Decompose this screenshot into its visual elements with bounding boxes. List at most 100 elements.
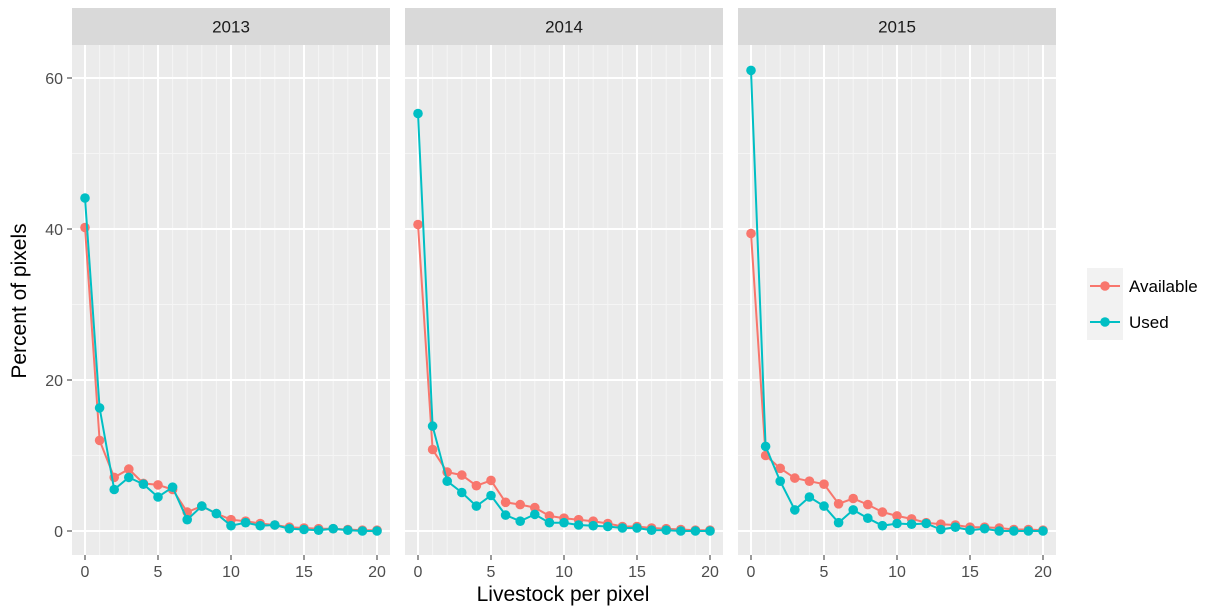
data-point-used (255, 520, 265, 531)
panels-layer: 2013 2014 2015 (72, 8, 1056, 555)
legend-item-used: Used (1087, 304, 1169, 340)
data-point-available (892, 511, 902, 521)
data-point-used (646, 525, 657, 535)
data-point-used (877, 520, 888, 531)
data-point-used (80, 193, 90, 203)
panel-2013: 2013 (72, 8, 390, 555)
data-point-used (705, 526, 715, 536)
data-point-used (804, 492, 815, 502)
x-tick-label: 5 (820, 564, 829, 581)
data-point-used (138, 479, 149, 490)
data-point-available (153, 480, 163, 490)
data-point-used (182, 514, 192, 525)
data-point-available (746, 228, 756, 239)
data-point-used (892, 518, 902, 529)
x-axis-title: Livestock per pixel (477, 583, 650, 606)
data-point-used (328, 523, 339, 534)
data-point-available (457, 470, 467, 480)
data-point-used (270, 520, 280, 530)
x-tick-label: 10 (222, 564, 240, 581)
data-point-used (413, 108, 423, 119)
panel-2014: 2014 (405, 8, 723, 555)
legend-key-point (1100, 281, 1110, 291)
data-point-used (515, 516, 525, 526)
data-point-used (632, 523, 642, 533)
legend-key-point (1100, 317, 1110, 327)
y-axis-title: Percent of pixels (8, 223, 31, 378)
data-point-available (790, 473, 800, 483)
data-point-used (197, 501, 207, 511)
data-point-used (109, 484, 119, 495)
data-point-available (877, 507, 888, 517)
data-point-available (124, 464, 134, 474)
y-axis: 0 20 40 60 (45, 71, 72, 541)
data-point-used (226, 520, 236, 531)
x-tick-label: 15 (961, 564, 979, 581)
data-point-used (573, 520, 584, 530)
data-point-used (284, 523, 295, 534)
data-point-used (500, 510, 511, 520)
data-point-used (603, 521, 613, 532)
data-point-used (372, 526, 382, 536)
x-axis: 0 5 10 15 20 0 5 10 15 20 0 5 10 15 20 (81, 555, 1052, 581)
x-tick-label: 20 (701, 564, 719, 581)
data-point-available (819, 479, 829, 490)
data-point-used (848, 505, 858, 515)
x-tick-label: 0 (81, 564, 90, 581)
data-point-available (486, 475, 496, 486)
x-tick-label: 0 (747, 564, 756, 581)
data-point-available (80, 222, 90, 233)
data-point-used (833, 517, 844, 528)
data-point-used (661, 525, 671, 535)
data-point-used (1023, 526, 1034, 536)
data-point-used (457, 487, 467, 498)
data-point-used (994, 526, 1004, 536)
data-point-used (211, 508, 222, 519)
y-tick-label: 20 (45, 373, 63, 390)
data-point-used (471, 501, 482, 511)
data-point-used (936, 524, 946, 535)
data-point-available (413, 219, 423, 230)
panel-2015: 2015 (738, 8, 1056, 555)
data-point-used (559, 517, 569, 528)
data-point-used (486, 490, 496, 501)
data-point-used (760, 441, 771, 452)
legend-label: Used (1129, 313, 1169, 332)
facet-label: 2013 (212, 18, 250, 37)
x-tick-label: 10 (555, 564, 573, 581)
data-point-used (530, 509, 540, 520)
x-tick-label: 15 (628, 564, 646, 581)
data-point-used (299, 524, 309, 535)
data-point-used (819, 501, 829, 511)
x-tick-label: 5 (154, 564, 163, 581)
x-tick-label: 5 (487, 564, 496, 581)
data-point-used (442, 476, 453, 487)
x-tick-label: 0 (414, 564, 423, 581)
legend: Available Used (1087, 268, 1198, 340)
x-tick-label: 20 (1034, 564, 1052, 581)
data-point-used (343, 525, 353, 535)
facet-strip (405, 8, 723, 45)
data-point-available (833, 499, 844, 509)
data-point-used (1009, 526, 1019, 536)
data-point-available (530, 502, 540, 513)
legend-label: Available (1129, 277, 1198, 296)
data-point-used (153, 492, 163, 502)
data-point-used (1038, 526, 1048, 536)
data-point-available (471, 480, 482, 491)
data-point-used (676, 526, 686, 536)
data-point-available (427, 444, 438, 455)
y-tick-label: 60 (45, 71, 63, 88)
data-point-used (790, 505, 800, 515)
data-point-used (617, 523, 628, 533)
data-point-used (240, 517, 251, 528)
legend-item-available: Available (1087, 268, 1198, 304)
x-tick-label: 10 (888, 564, 906, 581)
y-tick-label: 0 (54, 524, 63, 541)
data-point-used (906, 519, 917, 529)
data-point-used (921, 518, 931, 529)
data-point-used (94, 403, 105, 413)
data-point-used (775, 476, 785, 487)
data-point-used (588, 520, 598, 531)
